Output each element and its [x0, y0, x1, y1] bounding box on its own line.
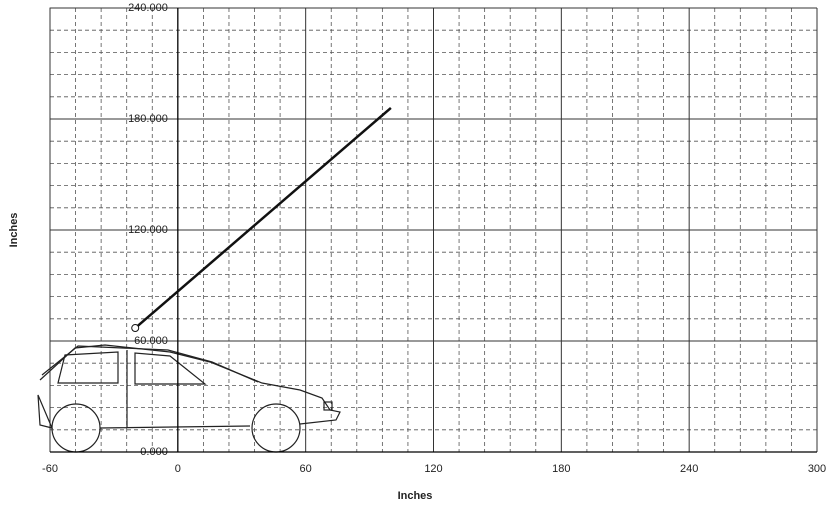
x-tick-label: 120	[424, 463, 442, 475]
x-tick-label: 60	[300, 463, 312, 475]
y-tick-label: 240.000	[128, 2, 168, 14]
x-tick-label: 300	[808, 463, 826, 475]
x-tick-label: 0	[175, 463, 181, 475]
car-roof	[42, 346, 258, 382]
x-tick-label: 240	[680, 463, 698, 475]
car-windows	[58, 352, 205, 384]
y-tick-label: 60.000	[134, 335, 168, 347]
start-point	[132, 325, 139, 332]
chart: Inches Inches -600601201802403000.00060.…	[0, 0, 831, 509]
car-body	[38, 345, 340, 428]
car-wheel	[252, 404, 300, 452]
car-wheel	[52, 404, 100, 452]
y-tick-label: 180.000	[128, 113, 168, 125]
x-tick-label: -60	[42, 463, 58, 475]
car-illustration	[38, 345, 340, 452]
x-tick-label: 180	[552, 463, 570, 475]
x-axis-label: Inches	[398, 490, 433, 502]
y-axis-label: Inches	[8, 213, 20, 248]
y-tick-label: 120.000	[128, 224, 168, 236]
